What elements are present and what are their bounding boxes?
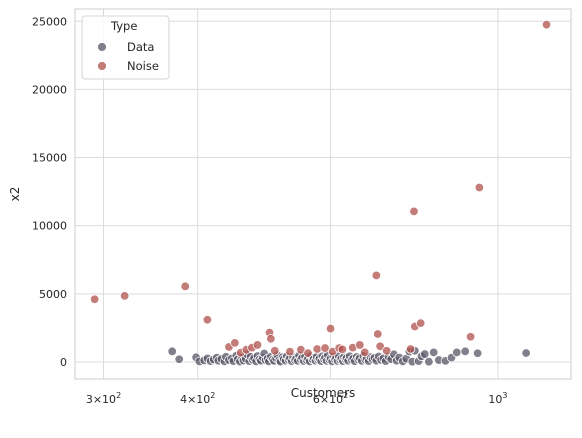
point-noise: [119, 291, 130, 301]
x-axis-label: Customers: [291, 386, 356, 400]
y-tick-label: 20000: [32, 83, 67, 96]
plot-frame: [74, 8, 572, 380]
x-tick-label: 3×102: [86, 391, 121, 406]
legend: Type Data Noise: [81, 15, 170, 80]
point-noise: [337, 344, 348, 355]
point-noise: [270, 346, 280, 356]
point-data: [452, 347, 462, 358]
y-axis-label: x2: [8, 187, 22, 202]
point-noise: [303, 348, 313, 358]
point-noise: [474, 182, 485, 193]
point-noise: [89, 294, 100, 304]
legend-label-noise: Noise: [127, 59, 159, 73]
point-data: [472, 348, 483, 358]
point-noise: [266, 334, 276, 344]
x-tick-label: 6×102: [313, 391, 348, 406]
point-data: [167, 346, 177, 357]
point-noise: [409, 206, 419, 217]
y-tick-label: 5000: [39, 288, 67, 301]
y-tick-label: 25000: [32, 15, 67, 28]
point-noise: [373, 329, 383, 339]
point-noise: [541, 19, 552, 30]
point-noise: [252, 340, 263, 350]
legend-entries: Data Noise: [97, 40, 159, 73]
point-noise: [375, 341, 385, 351]
point-noise: [312, 344, 322, 354]
y-tick-label: 15000: [32, 152, 67, 165]
y-tick-label: 0: [60, 356, 67, 369]
point-noise: [320, 343, 330, 353]
point-data: [420, 349, 430, 359]
tick-labels: 0 5000 10000 15000 20000 25000 3×102 4×102 6×102…: [32, 15, 507, 406]
point-data: [428, 347, 439, 358]
point-data: [521, 348, 531, 358]
x-tick-label: 4×102: [180, 391, 215, 406]
x-tick-label: 103: [488, 391, 507, 406]
point-noise: [405, 344, 416, 354]
point-noise: [381, 346, 392, 356]
legend-label-data: Data: [127, 40, 154, 54]
point-noise: [230, 338, 240, 348]
point-noise: [202, 315, 213, 325]
point-noise: [355, 340, 365, 350]
data-points: [89, 19, 552, 367]
point-noise: [360, 347, 370, 358]
point-data: [460, 346, 470, 357]
legend-title: Type: [110, 19, 137, 33]
legend-marker-data: [97, 42, 107, 52]
point-noise: [285, 346, 295, 357]
point-noise: [325, 323, 336, 334]
point-data: [174, 354, 184, 364]
point-data: [424, 356, 434, 367]
point-noise: [415, 318, 426, 328]
point-noise: [465, 332, 476, 342]
point-noise: [180, 281, 190, 292]
y-tick-label: 10000: [32, 220, 67, 233]
legend-marker-noise: [97, 61, 107, 71]
point-noise: [371, 270, 382, 281]
